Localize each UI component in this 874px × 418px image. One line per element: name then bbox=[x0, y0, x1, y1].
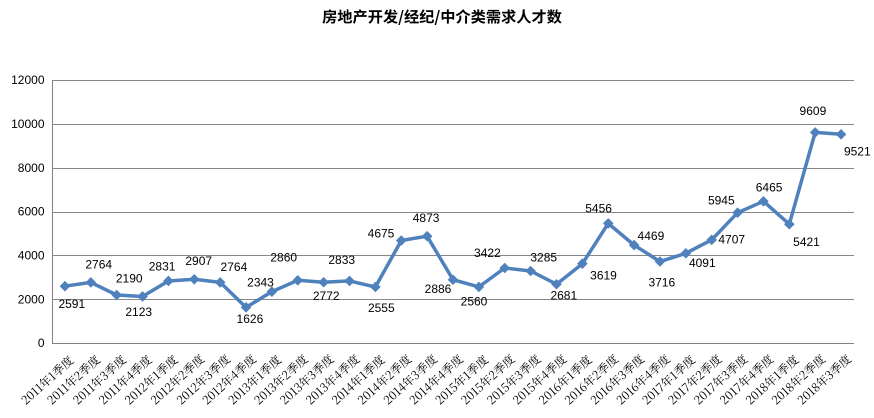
svg-text:8000: 8000 bbox=[18, 161, 45, 175]
svg-text:2860: 2860 bbox=[270, 251, 297, 265]
svg-text:5945: 5945 bbox=[708, 193, 735, 207]
svg-text:2591: 2591 bbox=[58, 297, 85, 311]
svg-text:2343: 2343 bbox=[247, 275, 274, 289]
svg-text:3716: 3716 bbox=[648, 275, 675, 289]
svg-text:2555: 2555 bbox=[368, 301, 395, 315]
svg-text:6000: 6000 bbox=[18, 205, 45, 219]
svg-text:5421: 5421 bbox=[793, 235, 820, 249]
svg-text:1626: 1626 bbox=[237, 312, 264, 326]
svg-text:3285: 3285 bbox=[530, 251, 557, 265]
svg-text:9609: 9609 bbox=[800, 104, 827, 118]
svg-text:3619: 3619 bbox=[590, 268, 617, 282]
svg-text:2123: 2123 bbox=[125, 305, 152, 319]
svg-text:4675: 4675 bbox=[368, 226, 395, 240]
svg-text:2831: 2831 bbox=[149, 259, 176, 273]
svg-text:2764: 2764 bbox=[85, 258, 112, 272]
svg-text:2886: 2886 bbox=[425, 282, 452, 296]
svg-text:4091: 4091 bbox=[689, 256, 716, 270]
svg-text:10000: 10000 bbox=[11, 117, 45, 131]
svg-text:6465: 6465 bbox=[756, 180, 783, 194]
svg-text:4469: 4469 bbox=[638, 229, 665, 243]
svg-text:2000: 2000 bbox=[18, 292, 45, 306]
svg-text:2190: 2190 bbox=[116, 271, 143, 285]
svg-text:4873: 4873 bbox=[413, 211, 440, 225]
svg-text:0: 0 bbox=[38, 336, 45, 350]
svg-text:4000: 4000 bbox=[18, 249, 45, 263]
svg-text:2833: 2833 bbox=[328, 253, 355, 267]
svg-text:5456: 5456 bbox=[585, 202, 612, 216]
svg-text:2681: 2681 bbox=[550, 289, 577, 303]
svg-text:4707: 4707 bbox=[718, 233, 745, 247]
svg-text:2907: 2907 bbox=[185, 254, 212, 268]
svg-text:9521: 9521 bbox=[844, 144, 871, 158]
svg-text:3422: 3422 bbox=[474, 246, 501, 260]
svg-text:2560: 2560 bbox=[461, 295, 488, 309]
svg-text:2764: 2764 bbox=[221, 260, 248, 274]
svg-text:2772: 2772 bbox=[313, 289, 340, 303]
svg-text:12000: 12000 bbox=[11, 73, 45, 87]
